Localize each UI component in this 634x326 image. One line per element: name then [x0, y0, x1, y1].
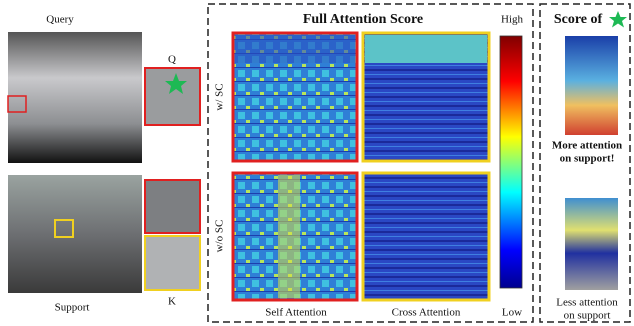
- score-title: Score of: [554, 12, 603, 27]
- support-zoom-1: [145, 180, 200, 233]
- column-label: Cross Attention: [392, 307, 461, 319]
- colorbar-high: High: [501, 14, 524, 26]
- q-label: Q: [168, 54, 176, 66]
- query-zoom: [145, 68, 200, 125]
- support-label: Support: [55, 302, 90, 314]
- row-label: w/o SC: [214, 220, 226, 253]
- attention-title: Full Attention Score: [303, 12, 423, 27]
- k-label: K: [168, 296, 176, 308]
- caption: on support: [564, 310, 611, 322]
- query-label: Query: [46, 14, 74, 26]
- row-label: w/ SC: [214, 83, 226, 110]
- caption: More attention: [552, 140, 622, 152]
- figure: Query Q Support K Full Attention Score w…: [0, 0, 634, 326]
- heatmap-region: [365, 35, 487, 63]
- score-map: [565, 36, 618, 135]
- caption: Less attention: [556, 297, 618, 309]
- support-image: [8, 175, 142, 293]
- colorbar: [500, 36, 522, 288]
- query-image: [8, 32, 142, 163]
- colorbar-low: Low: [502, 307, 522, 319]
- column-label: Self Attention: [265, 307, 327, 319]
- heatmap: [363, 173, 489, 300]
- score-map: [565, 198, 618, 290]
- heatmap-region: [235, 35, 355, 63]
- heatmap-region: [278, 175, 300, 298]
- star: [609, 11, 627, 28]
- caption: on support!: [560, 153, 615, 165]
- support-zoom-2: [145, 236, 200, 290]
